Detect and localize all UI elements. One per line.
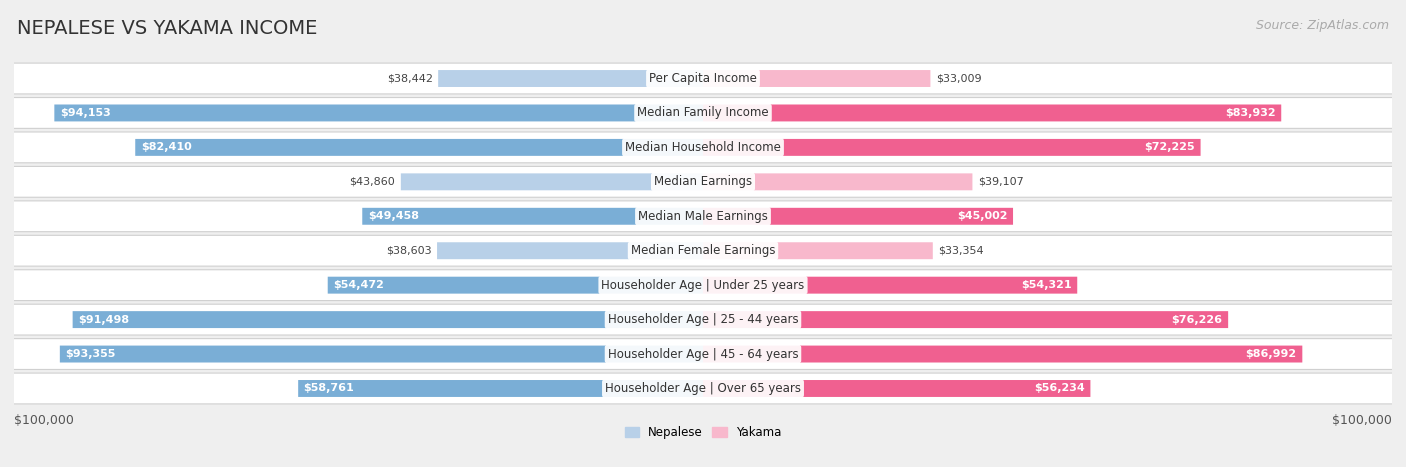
FancyBboxPatch shape [7,98,1399,128]
FancyBboxPatch shape [703,242,932,259]
Text: $86,992: $86,992 [1246,349,1296,359]
FancyBboxPatch shape [703,276,1077,294]
FancyBboxPatch shape [135,139,703,156]
FancyBboxPatch shape [7,373,1399,404]
Text: $72,225: $72,225 [1144,142,1195,152]
FancyBboxPatch shape [298,380,703,397]
FancyBboxPatch shape [7,63,1399,94]
Text: Householder Age | 25 - 44 years: Householder Age | 25 - 44 years [607,313,799,326]
Text: $58,761: $58,761 [304,383,354,394]
Text: $54,321: $54,321 [1021,280,1071,290]
Text: Median Household Income: Median Household Income [626,141,780,154]
Text: NEPALESE VS YAKAMA INCOME: NEPALESE VS YAKAMA INCOME [17,19,318,38]
FancyBboxPatch shape [703,346,1302,362]
FancyBboxPatch shape [73,311,703,328]
FancyBboxPatch shape [703,139,1201,156]
Text: $100,000: $100,000 [14,415,75,427]
Text: $76,226: $76,226 [1171,315,1223,325]
Text: Per Capita Income: Per Capita Income [650,72,756,85]
Text: $43,860: $43,860 [350,177,395,187]
FancyBboxPatch shape [703,105,1281,121]
Text: $33,009: $33,009 [936,73,981,84]
Text: Median Earnings: Median Earnings [654,175,752,188]
Text: $33,354: $33,354 [938,246,984,256]
FancyBboxPatch shape [7,339,1399,369]
Text: $100,000: $100,000 [1331,415,1392,427]
FancyBboxPatch shape [7,201,1399,232]
Text: Median Male Earnings: Median Male Earnings [638,210,768,223]
Legend: Nepalese, Yakama: Nepalese, Yakama [620,421,786,444]
FancyBboxPatch shape [7,166,1399,197]
Text: $38,603: $38,603 [385,246,432,256]
FancyBboxPatch shape [7,132,1399,163]
Text: $45,002: $45,002 [957,211,1008,221]
Text: $38,442: $38,442 [387,73,433,84]
FancyBboxPatch shape [55,105,703,121]
FancyBboxPatch shape [363,208,703,225]
Text: Householder Age | 45 - 64 years: Householder Age | 45 - 64 years [607,347,799,361]
FancyBboxPatch shape [401,173,703,191]
FancyBboxPatch shape [437,242,703,259]
Text: Median Family Income: Median Family Income [637,106,769,120]
Text: $93,355: $93,355 [65,349,115,359]
Text: $49,458: $49,458 [368,211,419,221]
FancyBboxPatch shape [703,173,973,191]
Text: Median Female Earnings: Median Female Earnings [631,244,775,257]
Text: $56,234: $56,234 [1035,383,1085,394]
FancyBboxPatch shape [7,270,1399,301]
FancyBboxPatch shape [703,380,1091,397]
Text: $39,107: $39,107 [979,177,1024,187]
Text: $94,153: $94,153 [60,108,111,118]
FancyBboxPatch shape [703,208,1014,225]
Text: $54,472: $54,472 [333,280,384,290]
Text: $83,932: $83,932 [1225,108,1275,118]
Text: $91,498: $91,498 [79,315,129,325]
FancyBboxPatch shape [7,304,1399,335]
Text: Source: ZipAtlas.com: Source: ZipAtlas.com [1256,19,1389,32]
FancyBboxPatch shape [703,311,1229,328]
Text: $82,410: $82,410 [141,142,191,152]
Text: Householder Age | Under 25 years: Householder Age | Under 25 years [602,279,804,292]
FancyBboxPatch shape [7,235,1399,266]
Text: Householder Age | Over 65 years: Householder Age | Over 65 years [605,382,801,395]
FancyBboxPatch shape [328,276,703,294]
FancyBboxPatch shape [703,70,931,87]
FancyBboxPatch shape [60,346,703,362]
FancyBboxPatch shape [439,70,703,87]
